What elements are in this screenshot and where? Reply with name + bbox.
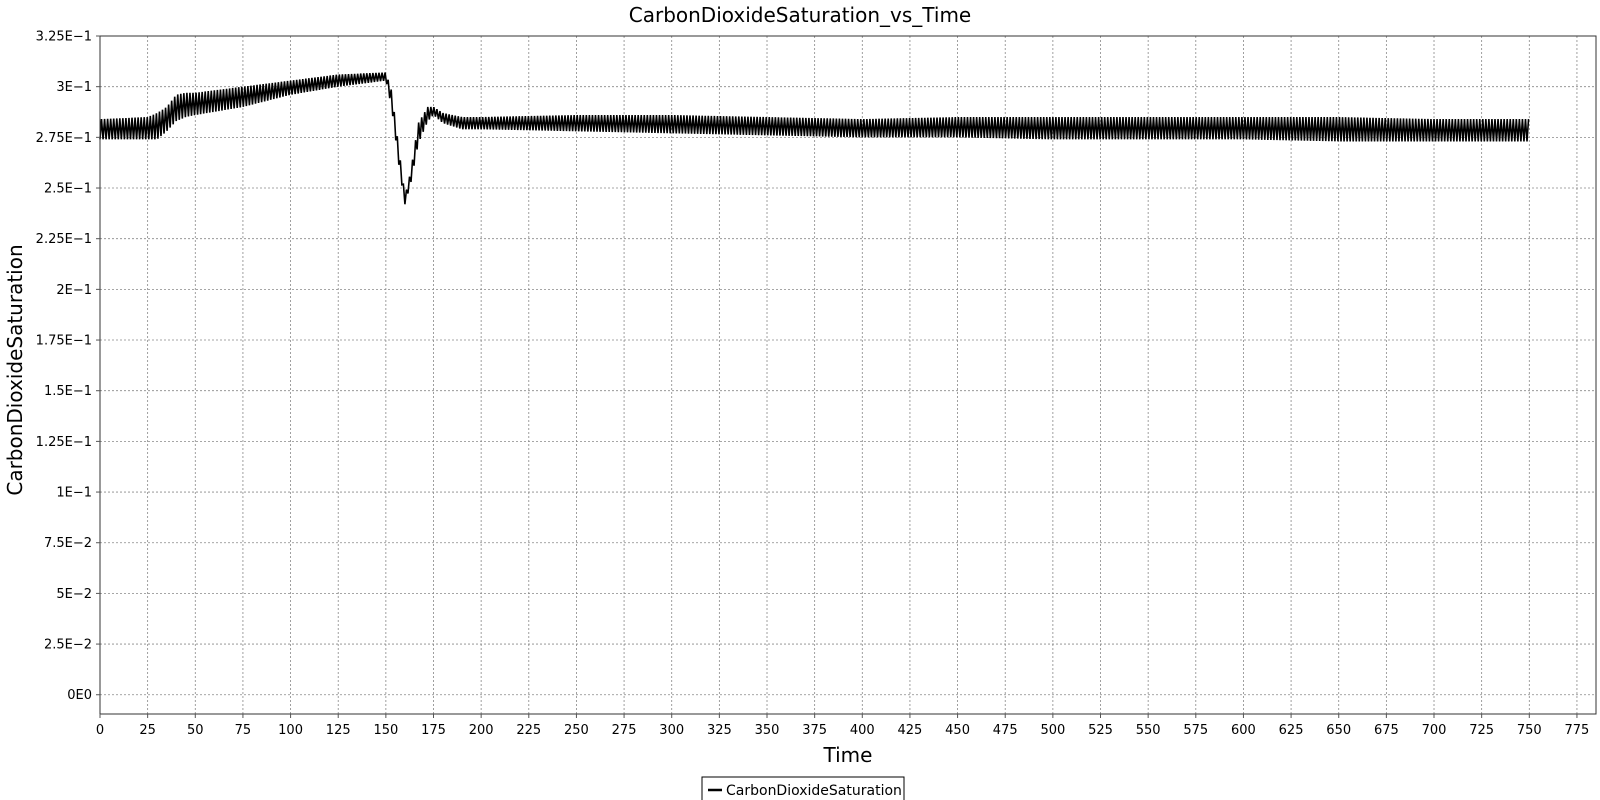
x-tick-label: 0 (96, 723, 104, 738)
plot-area (100, 36, 1596, 714)
plot-background (100, 36, 1596, 714)
x-tick-label: 150 (373, 723, 398, 738)
y-tick-label: 7.5E−2 (44, 536, 92, 551)
y-tick-label: 2.25E−1 (36, 232, 92, 247)
x-tick-label: 100 (278, 723, 303, 738)
x-tick-label: 600 (1231, 723, 1256, 738)
x-tick-label: 400 (850, 723, 875, 738)
x-tick-label: 25 (139, 723, 156, 738)
x-tick-label: 725 (1469, 723, 1494, 738)
x-axis-label: Time (823, 743, 873, 767)
y-tick-label: 2.75E−1 (36, 131, 92, 146)
x-tick-label: 650 (1326, 723, 1351, 738)
x-tick-label: 75 (235, 723, 252, 738)
plot-frame (99, 35, 1597, 715)
x-tick-label: 325 (707, 723, 732, 738)
legend-label: CarbonDioxideSaturation (726, 783, 902, 799)
x-axis-ticks: 0 25 50 75 100 125 150 175 200 225 250 275 300 325 350… (96, 714, 1589, 738)
x-tick-label: 175 (421, 723, 446, 738)
y-tick-label: 1.5E−1 (44, 384, 92, 399)
x-tick-label: 225 (516, 723, 541, 738)
x-tick-label: 775 (1565, 723, 1590, 738)
x-tick-label: 625 (1279, 723, 1304, 738)
x-tick-label: 475 (993, 723, 1018, 738)
grid-lines (99, 35, 1596, 714)
x-tick-label: 425 (898, 723, 923, 738)
x-tick-label: 675 (1374, 723, 1399, 738)
y-tick-label: 1E−1 (56, 486, 92, 501)
x-tick-label: 375 (802, 723, 827, 738)
legend-box (701, 776, 905, 800)
x-tick-label: 575 (1183, 723, 1208, 738)
plot-border (99, 35, 1597, 715)
x-tick-label: 125 (326, 723, 351, 738)
x-tick-label: 50 (187, 723, 204, 738)
x-tick-label: 550 (1136, 723, 1161, 738)
x-tick-label: 450 (945, 723, 970, 738)
x-tick-label: 250 (564, 723, 589, 738)
x-tick-label: 700 (1422, 723, 1447, 738)
y-axis-ticks: 0E0 2.5E−2 5E−2 7.5E−2 1E−1 1.25E−1 1.5E−1 1.75… (36, 30, 100, 703)
y-tick-label: 2E−1 (56, 283, 92, 298)
chart-title: CarbonDioxideSaturation_vs_Time (629, 3, 971, 27)
y-tick-label: 1.25E−1 (36, 435, 92, 450)
x-tick-label: 525 (1088, 723, 1113, 738)
y-tick-label: 3E−1 (56, 80, 92, 95)
legend: CarbonDioxideSaturation (701, 776, 905, 800)
y-tick-label: 3.25E−1 (36, 30, 92, 45)
y-tick-label: 0E0 (67, 688, 92, 703)
y-tick-label: 1.75E−1 (36, 334, 92, 349)
y-tick-label: 2.5E−2 (44, 638, 92, 653)
y-tick-label: 5E−2 (56, 587, 92, 602)
x-tick-label: 750 (1517, 723, 1542, 738)
x-tick-label: 275 (612, 723, 637, 738)
x-tick-label: 200 (469, 723, 494, 738)
y-axis-label: CarbonDioxideSaturation (3, 244, 27, 495)
y-tick-label: 2.5E−1 (44, 182, 92, 197)
x-tick-label: 350 (755, 723, 780, 738)
series-layer (99, 72, 1530, 205)
series-line-carbon-dioxide-saturation (99, 72, 1530, 205)
x-tick-label: 500 (1040, 723, 1065, 738)
x-tick-label: 300 (659, 723, 684, 738)
